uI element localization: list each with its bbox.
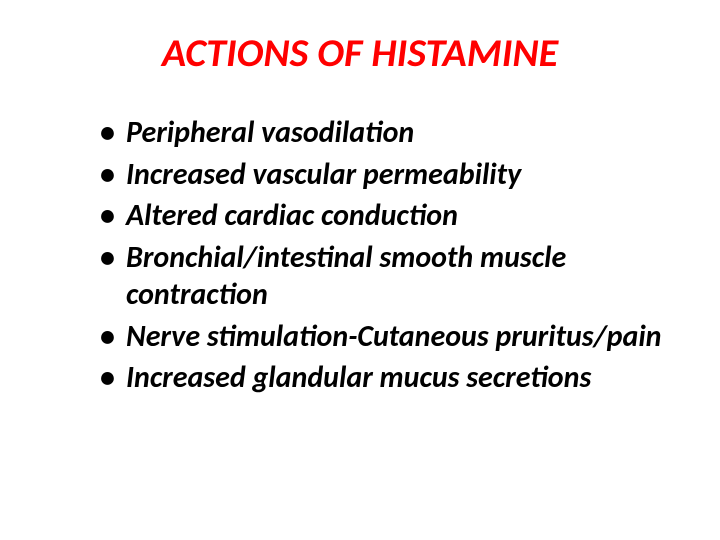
list-item: Altered cardiac conduction (100, 197, 680, 235)
bullet-list: Peripheral vasodilation Increased vascul… (40, 114, 680, 397)
bullet-text: Nerve stimulation-Cutaneous pruritus/pai… (126, 318, 662, 355)
list-item: Peripheral vasodilation (100, 114, 680, 152)
slide-title: ACTIONS OF HISTAMINE (40, 30, 680, 76)
bullet-text: Bronchial/intestinal smooth muscle contr… (126, 239, 566, 314)
slide: ACTIONS OF HISTAMINE Peripheral vasodila… (0, 0, 720, 540)
bullet-text: Increased vascular permeability (126, 156, 521, 193)
list-item: Nerve stimulation-Cutaneous pruritus/pai… (100, 318, 680, 356)
bullet-text: Peripheral vasodilation (126, 114, 414, 151)
bullet-text: Altered cardiac conduction (126, 197, 458, 234)
list-item: Increased glandular mucus secretions (100, 359, 680, 397)
list-item: Bronchial/intestinal smooth muscle contr… (100, 239, 680, 314)
list-item: Increased vascular permeability (100, 156, 680, 194)
bullet-text: Increased glandular mucus secretions (126, 359, 591, 396)
